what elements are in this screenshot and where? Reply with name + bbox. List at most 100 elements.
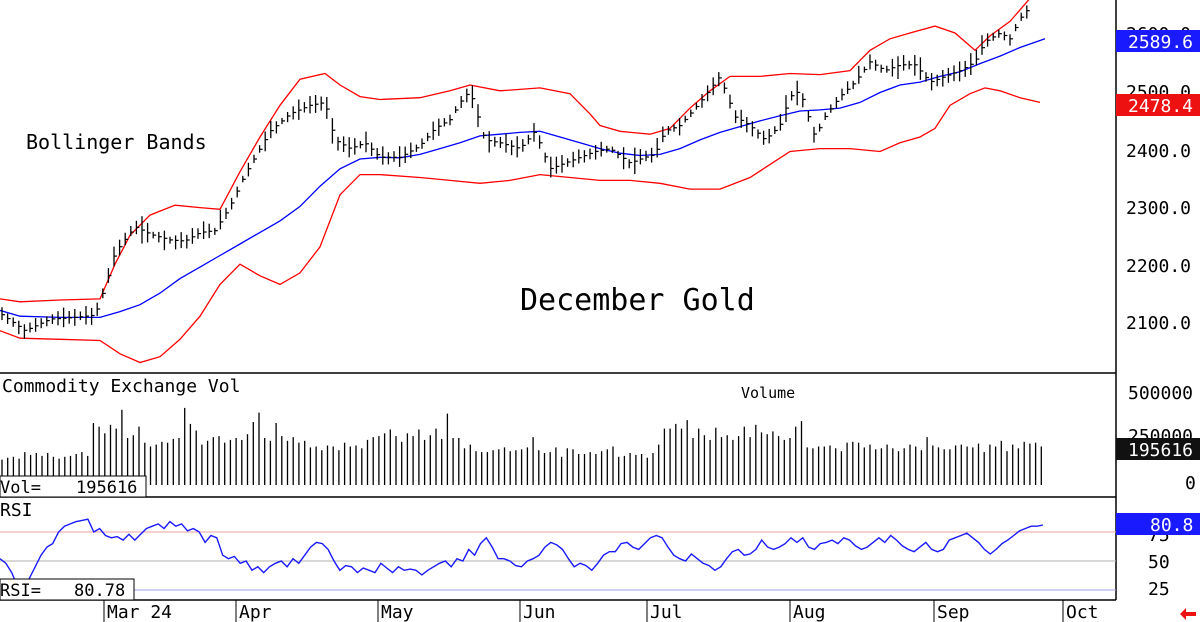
price-bar	[331, 118, 336, 144]
price-bar	[174, 235, 179, 250]
price-bar	[936, 74, 941, 87]
price-bar	[1009, 34, 1013, 46]
rsi-layer	[0, 518, 1044, 588]
price-bar	[12, 317, 17, 327]
price-bar	[432, 121, 437, 140]
price-bar	[919, 57, 924, 80]
price-bar	[454, 106, 459, 114]
price-bar	[880, 64, 885, 73]
price-bar	[802, 93, 806, 108]
price-bar	[656, 137, 661, 158]
middle-band-line	[0, 38, 1046, 319]
price-bar	[886, 65, 890, 73]
price-bar	[561, 155, 565, 173]
price-bar	[981, 35, 985, 55]
price-bar	[953, 65, 957, 82]
price-bar	[583, 150, 588, 163]
price-layer	[0, 0, 1046, 364]
price-bar	[40, 318, 45, 329]
price-bar	[863, 66, 868, 73]
price-bar	[482, 132, 487, 139]
x-tick-aug: Aug	[793, 602, 826, 622]
price-bar	[768, 128, 773, 144]
price-bar	[359, 141, 364, 149]
upper-band-line	[0, 0, 1030, 303]
price-bar	[135, 220, 140, 235]
price-bar	[197, 228, 201, 239]
rsi-last-label: 80.8	[1150, 515, 1193, 536]
price-bar	[410, 142, 414, 158]
price-bar	[426, 132, 431, 142]
price-bar	[908, 60, 913, 70]
price-bar	[533, 123, 537, 142]
price-bar	[706, 85, 711, 102]
price-bar	[751, 121, 756, 137]
price-bar	[286, 112, 291, 123]
price-bar	[846, 81, 851, 94]
price-bar	[914, 55, 918, 76]
price-bar	[214, 227, 218, 235]
price-bar	[242, 175, 246, 183]
price-bar	[818, 123, 823, 132]
price-bar	[1020, 12, 1025, 21]
price-bar	[415, 144, 420, 152]
price-bar	[835, 97, 840, 109]
price-bar	[566, 158, 571, 167]
lower-band-flag	[1116, 94, 1200, 116]
price-bar	[942, 70, 946, 87]
price-bar	[516, 136, 521, 158]
rsi-line	[0, 518, 1044, 588]
price-bar	[824, 112, 829, 120]
price-bar	[326, 97, 330, 119]
price-bar	[628, 159, 633, 169]
price-bar	[466, 88, 470, 103]
price-bar	[891, 58, 896, 77]
price-bar	[701, 94, 705, 108]
price-bar	[191, 228, 196, 244]
price-bar	[314, 95, 319, 113]
price-bar	[258, 145, 263, 153]
price-bar	[606, 145, 610, 153]
price-bar	[600, 141, 605, 157]
price-bar	[874, 59, 879, 71]
price-bar	[23, 324, 28, 339]
price-bar	[107, 268, 112, 283]
price-bar	[662, 126, 666, 143]
price-bar	[264, 131, 269, 152]
price-bar	[740, 109, 745, 128]
scroll-left-arrow-icon[interactable]	[1180, 608, 1196, 620]
x-tick-apr: Apr	[239, 602, 272, 622]
price-bar	[897, 56, 901, 79]
price-bar	[163, 230, 168, 251]
price-bar	[118, 239, 123, 256]
price-bar	[354, 138, 358, 155]
price-bar	[718, 72, 722, 87]
volume-readout-value: 195616	[76, 478, 137, 498]
price-bar	[382, 146, 386, 165]
price-bar	[986, 33, 991, 47]
volume-tick-0: 0	[1185, 473, 1196, 494]
price-bar	[589, 148, 593, 160]
price-bar	[62, 307, 67, 328]
price-bar	[505, 133, 509, 153]
rsi-readout-box	[0, 578, 135, 601]
price-bar	[925, 72, 929, 82]
price-bar	[477, 104, 481, 128]
price-tick-2100: 2100.0	[1126, 313, 1191, 334]
price-bar	[376, 148, 381, 160]
price-bar	[141, 216, 145, 244]
price-bar	[404, 146, 409, 163]
last-price-flag	[1116, 30, 1200, 52]
price-bar	[253, 154, 257, 164]
price-bar	[180, 232, 185, 249]
price-bar	[281, 117, 285, 125]
price-bar	[68, 311, 73, 324]
price-tick-2400: 2400.0	[1126, 141, 1191, 162]
price-bar	[18, 320, 22, 335]
price-bar	[790, 91, 795, 101]
price-bar	[57, 311, 61, 326]
price-bar	[202, 221, 207, 239]
price-bar	[303, 102, 308, 113]
price-bar	[186, 234, 190, 249]
